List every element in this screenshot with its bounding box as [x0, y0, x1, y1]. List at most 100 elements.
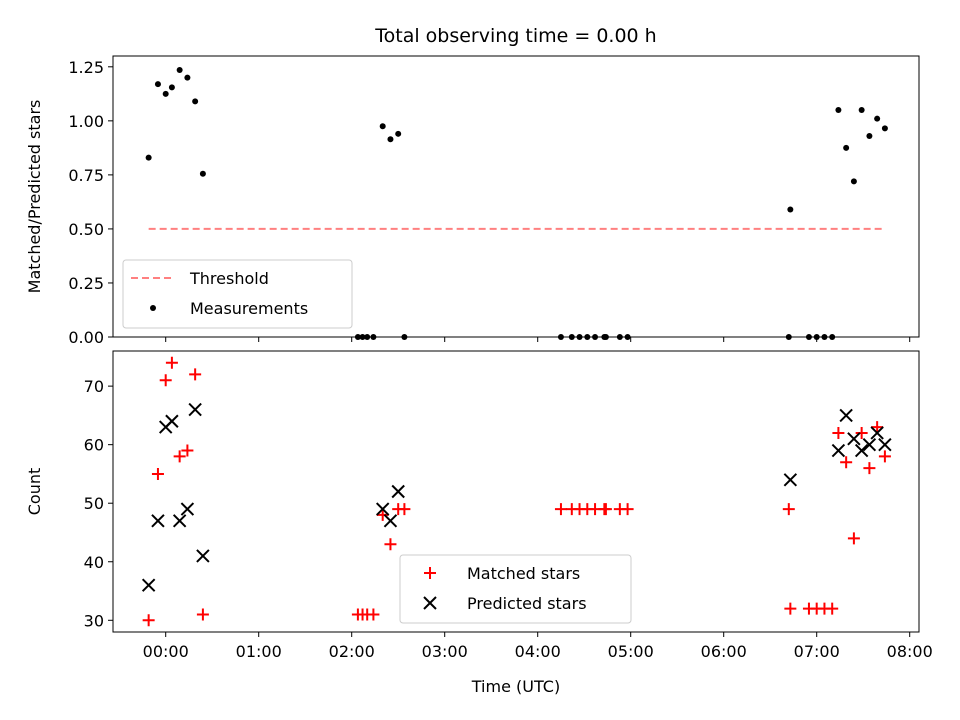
- measurement-point: [881, 125, 888, 132]
- measurement-point: [557, 334, 564, 340]
- ratio-panel: 0.00 0.25 0.50 0.75 1.00 1.25 Matched/Predicte…: [25, 25, 920, 347]
- predicted-star-point: [870, 426, 884, 440]
- measurement-point: [401, 334, 408, 340]
- predicted-star-point: [165, 414, 179, 428]
- y-tick-label: 60: [84, 436, 104, 455]
- measurement-point: [843, 144, 850, 151]
- matched-star-point: [878, 450, 891, 463]
- y-axis-label: Matched/Predicted stars: [25, 100, 44, 294]
- predicted-star-point: [375, 502, 390, 516]
- legend-matched-swatch: [424, 567, 436, 579]
- measurement-point: [866, 132, 873, 139]
- legend-box: [122, 259, 353, 329]
- matched-star-point: [782, 503, 795, 516]
- legend-label: Matched stars: [467, 564, 580, 583]
- x-axis-label: Time (UTC): [471, 677, 560, 696]
- y-axis-label: Count: [25, 468, 44, 516]
- matched-star-point: [832, 426, 845, 439]
- matched-star-point: [142, 614, 155, 627]
- x-tick-label: 08:00: [887, 642, 933, 661]
- legend: Threshold Measurements: [122, 259, 353, 329]
- legend-label: Measurements: [190, 299, 308, 318]
- predicted-star-point: [141, 578, 156, 592]
- measurement-point: [576, 334, 583, 340]
- matched-star-point: [151, 467, 164, 480]
- series-matched-stars: [142, 356, 891, 627]
- y-tick-label: 0.50: [68, 220, 104, 239]
- predicted-star-point: [151, 514, 165, 528]
- matched-star-point: [159, 374, 172, 387]
- measurement-point: [154, 81, 161, 88]
- legend-box: [399, 554, 632, 624]
- legend-measurement-swatch: [150, 305, 156, 311]
- measurement-point: [616, 334, 623, 340]
- measurement-point: [359, 334, 366, 340]
- y-tick-label: 30: [84, 611, 104, 630]
- matched-star-point: [840, 456, 853, 469]
- measurement-point: [354, 334, 361, 340]
- legend-label: Predicted stars: [467, 594, 587, 613]
- x-tick-label: 03:00: [422, 642, 468, 661]
- matched-star-point: [863, 462, 876, 475]
- x-tick-label: 01:00: [236, 642, 282, 661]
- y-tick-label: 1.25: [68, 58, 104, 77]
- x-tick-label: 00:00: [143, 642, 189, 661]
- predicted-star-point: [862, 437, 877, 452]
- matched-star-point: [398, 503, 411, 516]
- matched-star-point: [599, 503, 612, 516]
- measurement-point: [379, 123, 386, 130]
- matched-star-point: [826, 602, 839, 615]
- y-tick-label: 1.00: [68, 112, 104, 131]
- measurement-point: [395, 130, 402, 137]
- measurement-point: [168, 84, 175, 91]
- measurement-point: [835, 107, 842, 114]
- series-measurements: [145, 67, 888, 340]
- x-tick-label: 07:00: [794, 642, 840, 661]
- predicted-star-point: [196, 549, 210, 563]
- plot-frame: [112, 55, 920, 338]
- matched-star-point: [871, 421, 884, 434]
- chart-title: Total observing time = 0.00 h: [374, 25, 656, 47]
- measurement-point: [584, 334, 591, 340]
- predicted-star-point: [188, 402, 202, 417]
- y-tick-label: 0.00: [68, 328, 104, 347]
- measurement-point: [602, 334, 609, 340]
- measurement-point: [858, 107, 865, 114]
- matched-star-point: [376, 508, 389, 521]
- measurement-point: [785, 334, 792, 340]
- y-tick-label: 0.25: [68, 274, 104, 293]
- measurement-point: [829, 334, 836, 340]
- plot-frame: [112, 350, 920, 633]
- x-tick-label: 02:00: [329, 642, 375, 661]
- y-tick-label: 0.75: [68, 166, 104, 185]
- measurement-point: [787, 206, 794, 213]
- predicted-star-point: [172, 514, 187, 528]
- matched-star-point: [847, 532, 860, 545]
- measurement-point: [364, 334, 371, 340]
- matched-star-point: [621, 503, 634, 516]
- measurement-point: [145, 154, 152, 161]
- matched-star-point: [384, 538, 397, 551]
- measurement-point: [568, 334, 575, 340]
- matched-star-point: [189, 368, 202, 381]
- x-tick-label: 05:00: [608, 642, 654, 661]
- y-tick-label: 50: [84, 494, 104, 513]
- measurement-point: [176, 67, 183, 74]
- matched-star-point: [196, 608, 209, 621]
- predicted-star-point: [383, 514, 398, 528]
- count-panel: 00:00 01:00 02:00 03:00 04:00 05:00 06:00 07:00…: [25, 350, 933, 696]
- measurement-point: [805, 334, 812, 340]
- measurement-point: [162, 90, 169, 97]
- measurement-point: [387, 136, 394, 143]
- predicted-star-point: [839, 408, 853, 423]
- measurement-point: [184, 74, 191, 81]
- predicted-star-point: [831, 443, 846, 458]
- matched-star-point: [554, 503, 567, 516]
- matched-star-point: [784, 602, 797, 615]
- legend-label: Threshold: [189, 269, 269, 288]
- matched-star-point: [173, 450, 186, 463]
- measurement-point: [192, 98, 199, 105]
- y-tick-label: 40: [84, 553, 104, 572]
- predicted-star-point: [854, 443, 869, 458]
